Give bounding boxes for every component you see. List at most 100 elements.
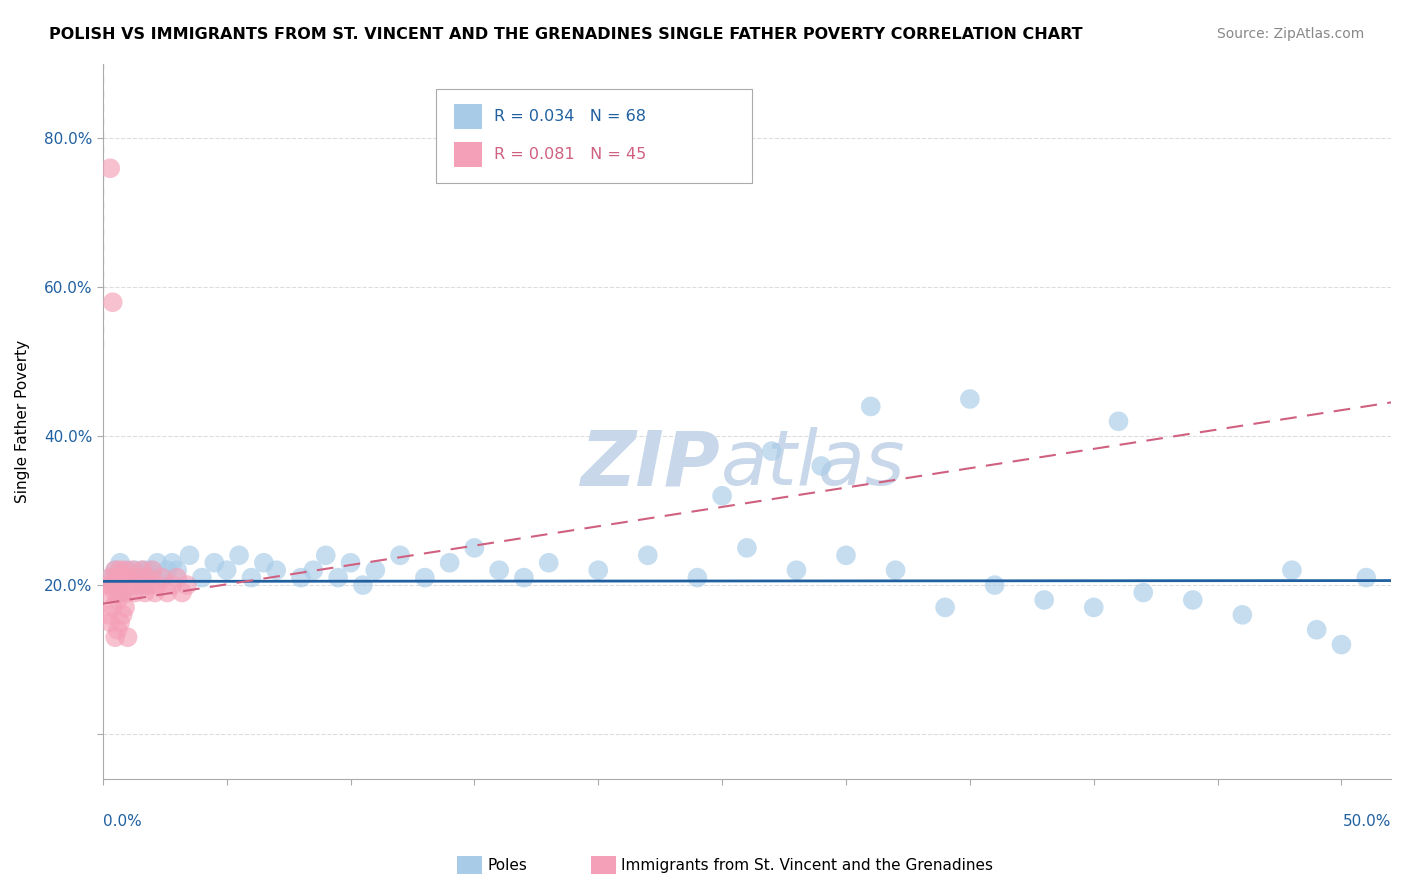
- Point: [139, 578, 162, 592]
- Point: [114, 578, 136, 592]
- Point: [176, 578, 198, 592]
- Point: [884, 563, 907, 577]
- Point: [98, 571, 121, 585]
- Point: [150, 571, 173, 585]
- Point: [120, 578, 142, 592]
- Text: R = 0.034   N = 68: R = 0.034 N = 68: [494, 110, 645, 124]
- Point: [150, 571, 173, 585]
- Point: [141, 563, 163, 577]
- Point: [127, 578, 149, 592]
- Point: [117, 571, 139, 585]
- Point: [156, 563, 179, 577]
- Point: [139, 571, 162, 585]
- Point: [107, 623, 129, 637]
- Point: [120, 578, 142, 592]
- Point: [166, 563, 188, 577]
- Point: [117, 563, 139, 577]
- Point: [124, 585, 146, 599]
- Point: [129, 571, 152, 585]
- Point: [191, 571, 214, 585]
- Point: [136, 563, 159, 577]
- Point: [364, 563, 387, 577]
- Point: [98, 161, 121, 176]
- Point: [104, 563, 127, 577]
- Point: [315, 549, 337, 563]
- Point: [97, 607, 120, 622]
- Point: [215, 563, 238, 577]
- Point: [134, 585, 156, 599]
- Point: [104, 585, 127, 599]
- Text: Immigrants from St. Vincent and the Grenadines: Immigrants from St. Vincent and the Gren…: [621, 858, 994, 872]
- Text: 50.0%: 50.0%: [1343, 814, 1391, 830]
- Point: [264, 563, 287, 577]
- Point: [983, 578, 1005, 592]
- Point: [328, 571, 350, 585]
- Point: [513, 571, 536, 585]
- Point: [835, 549, 858, 563]
- Point: [711, 489, 734, 503]
- Point: [146, 556, 169, 570]
- Point: [114, 600, 136, 615]
- Point: [101, 578, 124, 592]
- Point: [146, 578, 169, 592]
- Point: [413, 571, 436, 585]
- Point: [136, 571, 159, 585]
- Point: [104, 630, 127, 644]
- Point: [117, 585, 139, 599]
- Point: [108, 578, 131, 592]
- Point: [785, 563, 807, 577]
- Point: [160, 578, 183, 592]
- Point: [1181, 593, 1204, 607]
- Point: [97, 585, 120, 599]
- Point: [131, 563, 153, 577]
- Point: [934, 600, 956, 615]
- Point: [1330, 638, 1353, 652]
- Point: [228, 549, 250, 563]
- Point: [1232, 607, 1254, 622]
- Point: [253, 556, 276, 570]
- Point: [179, 549, 201, 563]
- Point: [1083, 600, 1105, 615]
- Point: [111, 607, 134, 622]
- Point: [111, 571, 134, 585]
- Point: [859, 400, 882, 414]
- Point: [101, 295, 124, 310]
- Text: 0.0%: 0.0%: [103, 814, 142, 830]
- Point: [686, 571, 709, 585]
- Point: [143, 585, 166, 599]
- Point: [114, 563, 136, 577]
- Point: [141, 563, 163, 577]
- Y-axis label: Single Father Poverty: Single Father Poverty: [15, 340, 30, 503]
- Point: [302, 563, 325, 577]
- Point: [160, 556, 183, 570]
- Point: [134, 578, 156, 592]
- Point: [439, 556, 461, 570]
- Point: [1281, 563, 1303, 577]
- Point: [735, 541, 758, 555]
- Point: [121, 563, 143, 577]
- Point: [98, 571, 121, 585]
- Point: [488, 563, 510, 577]
- Point: [339, 556, 361, 570]
- Point: [108, 556, 131, 570]
- Point: [389, 549, 412, 563]
- Point: [121, 571, 143, 585]
- Point: [637, 549, 659, 563]
- Text: R = 0.081   N = 45: R = 0.081 N = 45: [494, 147, 645, 161]
- Point: [117, 630, 139, 644]
- Point: [111, 585, 134, 599]
- Point: [127, 571, 149, 585]
- Text: Source: ZipAtlas.com: Source: ZipAtlas.com: [1216, 27, 1364, 41]
- Point: [172, 585, 194, 599]
- Point: [959, 392, 981, 406]
- Point: [107, 571, 129, 585]
- Point: [352, 578, 374, 592]
- Point: [810, 458, 832, 473]
- Point: [166, 571, 188, 585]
- Point: [98, 615, 121, 630]
- Point: [114, 571, 136, 585]
- Point: [463, 541, 485, 555]
- Point: [111, 585, 134, 599]
- Point: [761, 444, 783, 458]
- Point: [1033, 593, 1056, 607]
